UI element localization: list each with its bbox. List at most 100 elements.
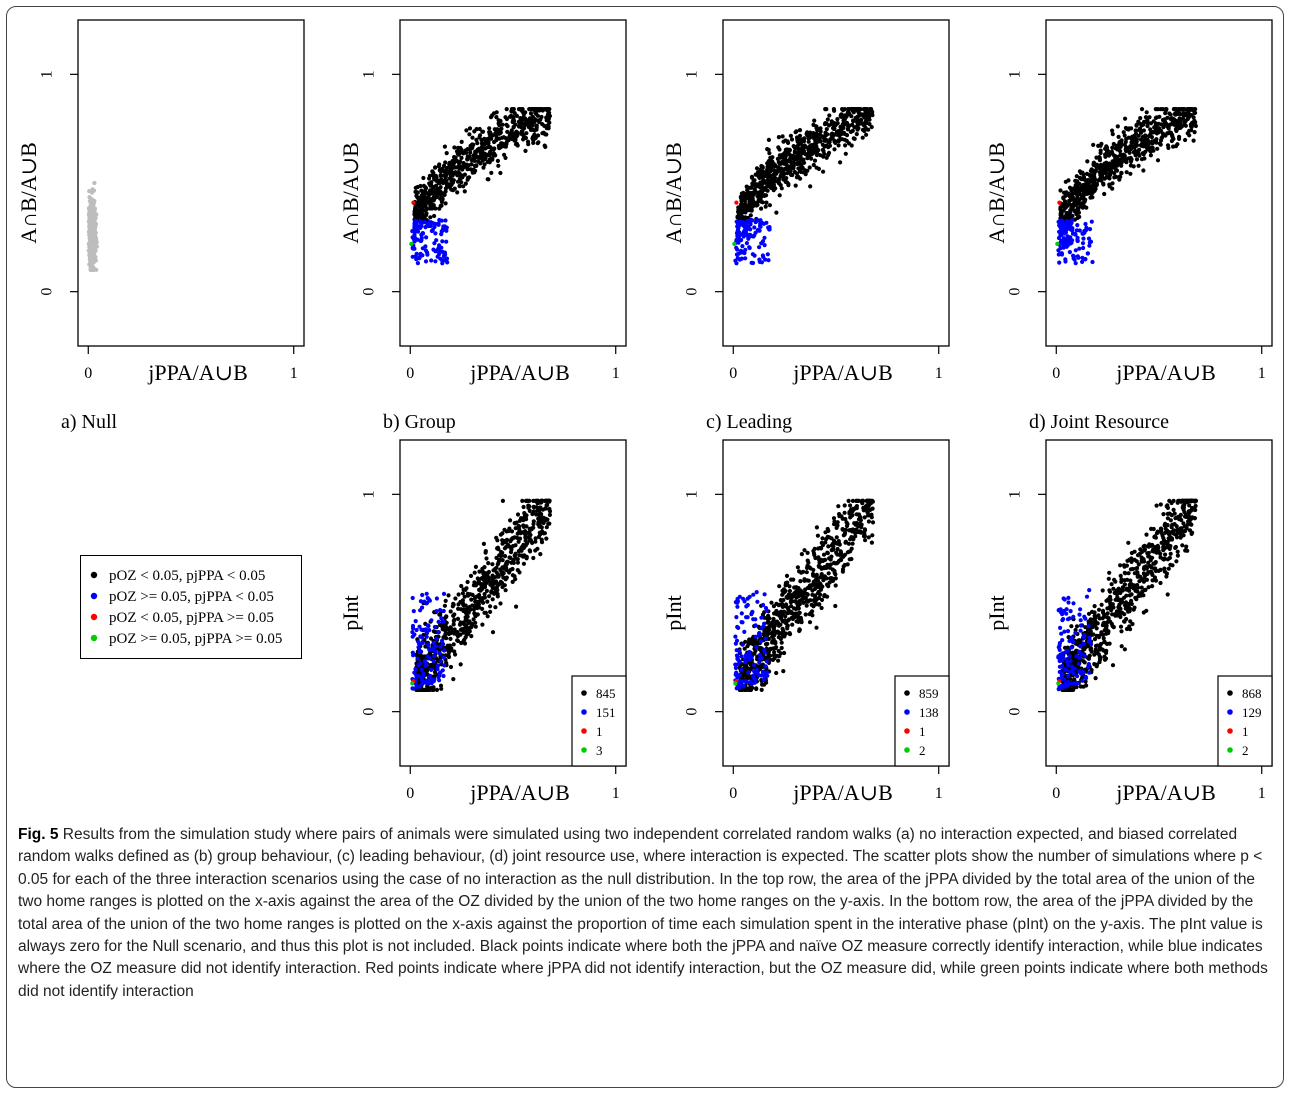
data-point [1084,178,1089,183]
data-point [1110,151,1115,156]
data-point [841,130,847,135]
data-point [736,210,741,215]
data-point [495,591,500,597]
data-point [423,259,429,264]
data-point [427,200,432,205]
data-point [1087,240,1092,245]
data-point [855,127,860,132]
data-point [411,609,416,614]
data-point [1157,141,1163,146]
data-point [426,678,431,683]
data-point [1091,188,1096,193]
data-point [758,221,763,226]
data-point [1098,176,1103,181]
y-tick-label: 1 [1007,70,1024,78]
data-point [547,512,553,518]
data-point [432,654,437,659]
data-point [741,684,746,689]
data-point [1142,120,1147,125]
data-point [754,686,759,692]
data-point [1132,135,1137,140]
data-point [851,118,856,123]
data-point [862,515,867,520]
data-point [815,533,821,538]
data-point [480,596,485,601]
data-point [450,180,456,185]
data-point [756,170,761,175]
data-point [1129,157,1134,162]
data-point [779,170,784,175]
data-point [735,247,740,252]
data-point [490,630,496,635]
data-point [762,235,767,240]
data-point [791,577,796,582]
data-point [475,576,480,581]
data-point [461,629,466,634]
data-point [743,256,748,261]
data-point [412,670,417,675]
data-point [829,543,835,548]
data-point [790,599,795,604]
data-point [849,535,854,540]
x-tick-label: 1 [1258,365,1266,382]
data-point [735,223,741,228]
data-point [786,605,791,611]
data-point [423,663,428,668]
data-point [759,241,764,246]
data-point [520,132,526,137]
data-point [754,217,760,223]
data-point [1074,182,1079,187]
data-point [777,584,782,589]
data-point [1141,168,1146,173]
data-point [750,252,756,257]
data-point [767,203,773,208]
data-point [802,160,807,165]
data-point [813,134,819,139]
data-point [833,123,838,128]
data-point [437,651,442,656]
data-point [1147,146,1152,151]
data-point [1106,153,1112,158]
data-point [751,592,756,597]
data-point [502,554,508,559]
data-point [508,539,513,544]
data-point [843,143,848,148]
data-point [463,635,468,640]
data-point [496,163,501,168]
data-point [431,203,436,208]
data-point [849,114,854,119]
data-point [1143,137,1148,142]
data-point [815,591,821,596]
data-point [758,639,764,644]
data-point [805,563,810,569]
data-point [418,649,423,654]
data-point [832,568,837,574]
data-point [763,204,768,209]
data-point [737,672,742,678]
plot-box [722,19,950,347]
data-point [427,687,432,693]
data-point [837,133,842,138]
data-point [850,541,855,546]
data-point [828,137,833,142]
data-point [540,131,545,136]
data-point [826,571,831,576]
data-point [792,169,798,175]
data-point [544,132,549,137]
data-point [1177,136,1182,141]
data-point [528,111,534,116]
data-point [448,636,453,642]
data-point [448,664,454,670]
data-point [767,161,772,166]
data-point [818,129,823,134]
plot-box [399,19,627,347]
data-point [1073,248,1078,253]
data-point [452,155,457,160]
data-point [779,166,784,171]
y-tick-label: 0 [361,288,378,296]
data-point [763,606,769,611]
y-tick-label: 0 [1007,288,1024,296]
data-point [525,498,530,503]
data-point [485,137,490,142]
data-point [1074,210,1079,215]
